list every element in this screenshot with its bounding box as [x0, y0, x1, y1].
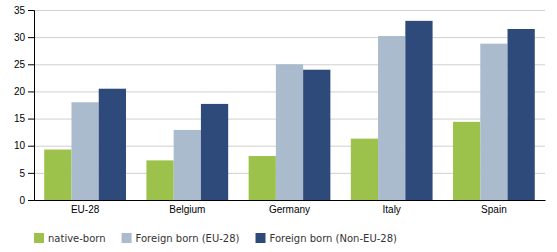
- y-tick: 0: [19, 195, 34, 206]
- y-tick-label: 30: [14, 32, 26, 43]
- legend-item: native-born: [34, 233, 106, 244]
- x-axis-line: [35, 200, 546, 201]
- y-tick: 25: [14, 59, 34, 70]
- bar: [99, 89, 126, 200]
- bar: [303, 70, 330, 200]
- x-axis: EU-28 Belgium Germany Italy Spain: [35, 201, 546, 216]
- y-tick-mark: [28, 37, 34, 38]
- x-tick-label: Belgium: [169, 204, 205, 215]
- bar: [201, 104, 228, 200]
- legend-label: Foreign born (Non-EU-28): [270, 233, 398, 244]
- bar: [405, 21, 432, 200]
- y-tick-mark: [28, 200, 34, 201]
- x-tick: Spain: [481, 204, 507, 215]
- y-tick: 30: [14, 32, 34, 43]
- bar: [249, 156, 276, 200]
- x-tick-label: Italy: [383, 204, 401, 215]
- plot: 0 5 10 15 20 25 30 35 EU-28 Belgium Germany Italy Sp…: [14, 5, 546, 215]
- legend-item: Foreign born (Non-EU-28): [256, 233, 398, 244]
- grid-tick: [34, 200, 545, 201]
- bar: [174, 130, 201, 200]
- grid-line: [34, 10, 545, 11]
- x-tick-label: Germany: [269, 204, 310, 215]
- y-tick-label: 10: [14, 140, 26, 151]
- bar: [378, 36, 405, 200]
- legend-item: Foreign born (EU-28): [122, 233, 240, 244]
- legend-swatch: [34, 233, 44, 243]
- y-tick-mark: [28, 10, 34, 11]
- bar: [351, 139, 378, 200]
- y-tick-mark: [28, 64, 34, 65]
- bar: [453, 122, 480, 200]
- y-tick-label: 5: [19, 168, 25, 179]
- y-axis-line: [28, 11, 35, 201]
- y-tick: 20: [14, 86, 34, 97]
- chart: 0 5 10 15 20 25 30 35 EU-28 Belgium Germany Italy Sp…: [0, 0, 557, 252]
- bar: [146, 160, 173, 200]
- y-tick-mark: [28, 119, 34, 120]
- series: [99, 21, 535, 200]
- y-tick: 15: [14, 113, 34, 124]
- y-tick-label: 15: [14, 113, 26, 124]
- legend: native-born Foreign born (EU-28) Foreign b…: [34, 233, 397, 244]
- bars: [44, 21, 535, 200]
- y-tick-label: 0: [19, 195, 25, 206]
- y-tick: 10: [14, 140, 34, 151]
- x-tick-label: Spain: [481, 204, 507, 215]
- grid-line: [34, 37, 545, 38]
- grid-tick: [34, 10, 545, 11]
- x-tick: Belgium: [169, 204, 205, 215]
- y-tick-label: 35: [14, 5, 26, 16]
- bar: [480, 44, 507, 200]
- grid-tick: [34, 37, 545, 38]
- legend-label: Foreign born (EU-28): [136, 233, 240, 244]
- y-tick: 5: [19, 168, 34, 179]
- bar: [71, 102, 98, 200]
- grid: [34, 11, 545, 201]
- bar: [44, 150, 71, 200]
- y-tick-mark: [28, 173, 34, 174]
- legend-swatch: [122, 233, 132, 243]
- legend-swatch: [256, 233, 266, 243]
- bar: [276, 64, 303, 200]
- y-tick-mark: [28, 146, 34, 147]
- y-tick-label: 25: [14, 59, 26, 70]
- x-tick: Italy: [383, 204, 401, 215]
- x-tick: EU-28: [71, 204, 100, 215]
- x-tick-label: EU-28: [71, 204, 100, 215]
- bar: [508, 29, 535, 200]
- legend-label: native-born: [48, 233, 106, 244]
- grid-line: [34, 200, 545, 201]
- x-tick: Germany: [269, 204, 310, 215]
- y-tick: 35: [14, 5, 34, 16]
- y-axis: 0 5 10 15 20 25 30 35: [14, 5, 35, 206]
- y-tick-label: 20: [14, 86, 26, 97]
- series: [71, 36, 507, 200]
- y-tick-mark: [28, 91, 34, 92]
